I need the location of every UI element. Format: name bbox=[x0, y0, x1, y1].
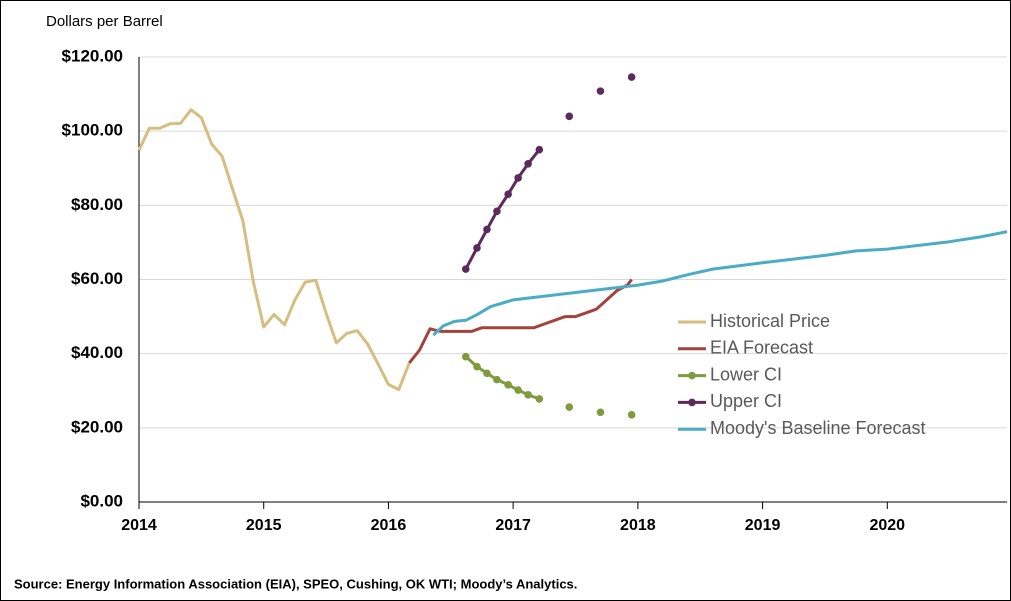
y-axis-label: Dollars per Barrel bbox=[46, 13, 163, 30]
x-tick-label: 2018 bbox=[620, 517, 656, 534]
y-tick-label: $120.00 bbox=[62, 46, 123, 65]
legend-marker bbox=[688, 398, 696, 407]
series-line bbox=[432, 230, 1008, 337]
series-marker bbox=[483, 369, 491, 378]
y-tick-label: $80.00 bbox=[71, 195, 123, 214]
series-line bbox=[408, 278, 633, 364]
legend-label: Moody's Baseline Forecast bbox=[710, 418, 926, 438]
x-tick-label: 2016 bbox=[371, 517, 407, 534]
y-tick-label: $0.00 bbox=[80, 491, 123, 510]
series-marker bbox=[504, 381, 512, 389]
series-line bbox=[137, 108, 411, 392]
series-marker bbox=[596, 87, 605, 95]
series-marker bbox=[483, 225, 491, 234]
series-marker bbox=[627, 73, 636, 81]
series-marker bbox=[514, 386, 522, 394]
y-tick-label: $100.00 bbox=[62, 121, 123, 140]
x-tick-label: 2015 bbox=[246, 517, 282, 534]
legend-marker bbox=[688, 371, 696, 380]
series-marker bbox=[514, 174, 522, 182]
series-marker bbox=[535, 145, 544, 154]
source-note: Source: Energy Information Association (… bbox=[14, 576, 577, 591]
series-marker bbox=[504, 190, 512, 199]
series-marker bbox=[524, 160, 532, 168]
y-tick-label: $40.00 bbox=[71, 343, 123, 362]
series-marker bbox=[565, 403, 574, 411]
series-marker bbox=[627, 411, 636, 419]
series-marker bbox=[524, 391, 532, 399]
legend-label: EIA Forecast bbox=[710, 338, 813, 358]
x-tick-label: 2020 bbox=[869, 517, 905, 534]
series-marker bbox=[461, 265, 470, 273]
series-marker bbox=[473, 362, 481, 371]
y-tick-label: $20.00 bbox=[71, 417, 123, 436]
series-marker bbox=[565, 112, 574, 121]
x-tick-label: 2014 bbox=[121, 517, 157, 534]
x-tick-label: 2017 bbox=[495, 517, 531, 534]
series-marker bbox=[473, 244, 481, 252]
legend-label: Upper CI bbox=[710, 391, 782, 411]
series-marker bbox=[493, 207, 501, 216]
legend-label: Lower CI bbox=[710, 364, 782, 384]
series-marker bbox=[493, 375, 501, 384]
legend-label: Historical Price bbox=[710, 311, 830, 331]
y-tick-label: $60.00 bbox=[71, 269, 123, 288]
series-marker bbox=[461, 352, 470, 361]
x-tick-label: 2019 bbox=[745, 517, 781, 534]
series-marker bbox=[535, 395, 544, 403]
series-marker bbox=[596, 408, 605, 417]
